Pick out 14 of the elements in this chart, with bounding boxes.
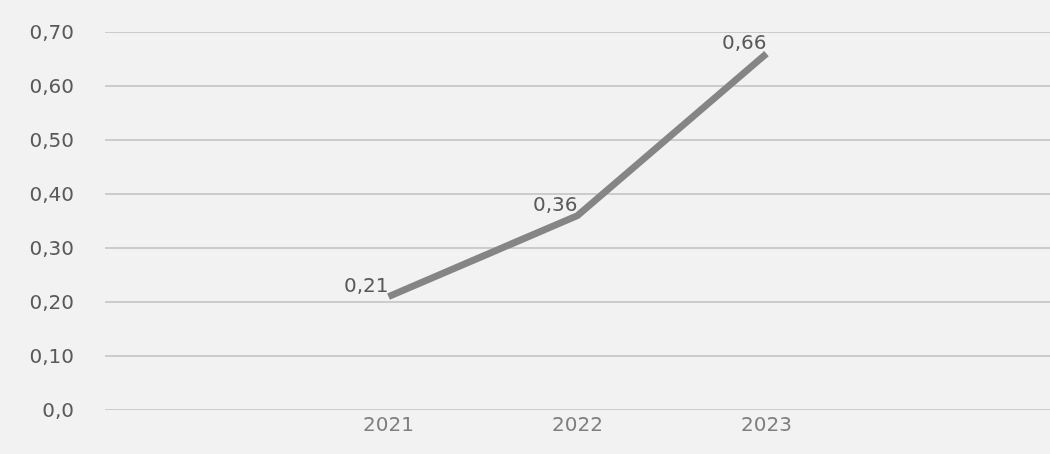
y-tick-label: 0,40 — [29, 182, 74, 206]
x-tick-label: 2023 — [741, 412, 792, 436]
y-tick-label: 0,20 — [29, 290, 74, 314]
y-tick-label: 0,70 — [29, 20, 74, 44]
x-tick-label: 2021 — [363, 412, 414, 436]
y-tick-label: 0,10 — [29, 344, 74, 368]
y-tick-label: 0,50 — [29, 128, 74, 152]
data-label: 0,66 — [721, 29, 767, 54]
data-label: 0,21 — [343, 272, 389, 297]
y-tick-label: 0,60 — [29, 74, 74, 98]
y-tick-label: 0,0 — [42, 398, 74, 422]
x-tick-label: 2022 — [552, 412, 603, 436]
y-tick-label: 0,30 — [29, 236, 74, 260]
data-label: 0,36 — [532, 191, 578, 216]
